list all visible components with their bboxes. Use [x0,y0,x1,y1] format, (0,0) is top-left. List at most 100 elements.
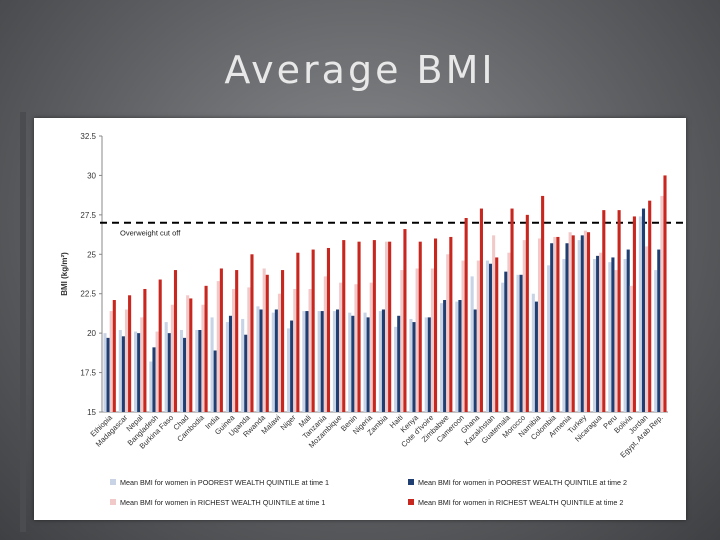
legend-swatch [110,499,116,505]
bar [580,235,584,412]
y-tick-label: 22.5 [80,290,96,299]
bar [293,288,297,412]
bar [443,300,447,412]
bar [281,270,285,412]
bar [311,249,315,412]
legend-swatch [408,479,414,485]
bar [128,295,132,412]
bar [134,331,138,412]
bar [602,210,606,412]
bar [473,309,477,412]
bar [140,317,144,412]
bar [378,311,382,412]
bar [400,270,404,412]
bar [198,329,202,412]
bar [149,361,153,412]
bar [183,337,187,412]
bar [308,288,312,412]
bar [458,300,462,412]
bar [599,252,603,412]
bar [118,329,122,412]
y-tick-label: 20 [87,329,96,338]
bar [305,311,309,412]
bar [547,265,551,412]
bar [167,333,171,412]
y-tick-label: 17.5 [80,369,96,378]
bar [501,282,505,412]
bar [204,285,208,412]
y-tick-label: 30 [87,171,96,180]
bar [363,312,367,412]
bar [232,288,236,412]
bar [611,257,615,412]
bar [241,318,245,412]
bar [244,334,248,412]
bar [121,336,125,412]
bar [492,235,496,412]
bar [164,322,168,412]
bar [424,317,428,412]
bar [216,281,220,412]
bar [351,315,355,412]
bar [170,304,174,412]
bar [476,260,480,412]
bar [439,303,444,412]
bar [388,241,392,412]
y-tick-label: 15 [87,408,96,417]
bar [342,240,346,412]
bar [256,306,260,412]
bar [638,216,642,412]
y-tick-label: 32.5 [80,132,96,141]
bar [112,300,116,412]
bar [394,326,398,412]
bar [568,232,572,412]
bar [446,254,450,412]
bar [449,236,453,412]
legend-label: Mean BMI for women in POOREST WEALTH QUI… [120,478,329,487]
slide-title: Average BMI [224,48,496,92]
bar [577,240,581,412]
bar [152,347,156,412]
bar [632,216,636,412]
bar [629,285,633,412]
bar [296,252,300,412]
bar [397,315,401,412]
bar [516,274,520,412]
bar [485,260,489,412]
bar [427,317,431,412]
bar [592,259,597,412]
bar [534,301,538,412]
bar [430,268,434,412]
bar [537,238,542,412]
bar [583,230,587,412]
bar [571,235,575,412]
bar [332,311,337,412]
bar [213,350,217,412]
bar [586,232,591,412]
bar [660,195,664,412]
bar [326,247,331,412]
bar [596,255,600,412]
bar [271,312,275,412]
bar [522,240,526,412]
bar [277,293,282,412]
bar [366,317,370,412]
bar [250,254,254,412]
bar [455,301,459,412]
category-label: Niger [279,413,298,432]
bar [320,311,324,412]
bar [433,238,438,412]
bar [464,218,468,412]
bar [507,252,511,412]
bar [488,263,493,412]
bar [385,241,389,412]
bar [228,315,233,412]
bar [623,259,627,412]
bar [381,309,385,412]
bar [556,236,560,412]
bar [247,287,251,412]
bar [645,246,649,412]
bar [317,311,321,412]
bar [124,309,129,412]
